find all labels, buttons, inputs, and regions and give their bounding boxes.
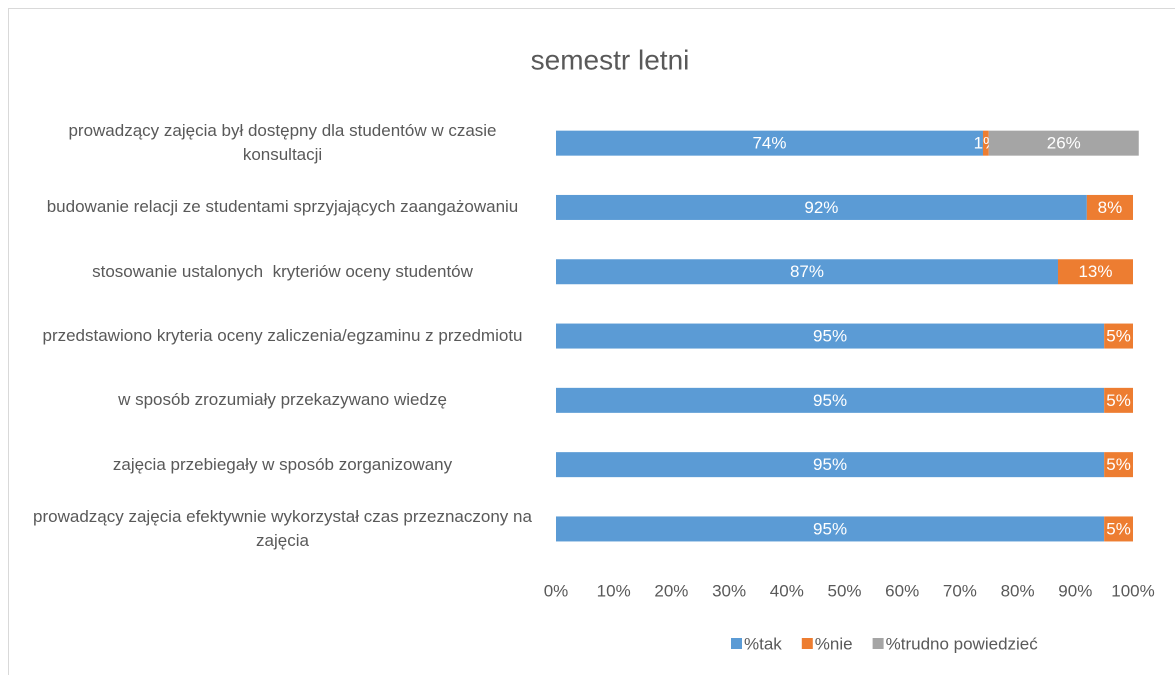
x-tick-label: 10% [597,581,631,600]
legend-swatch [731,638,742,649]
legend-swatch [801,638,813,649]
category-label: prowadzący zajęcia efektywnie wykorzysta… [33,506,537,550]
x-tick-label: 100% [1111,581,1154,600]
data-label: 5% [1106,391,1131,410]
data-label: 95% [813,455,847,474]
category-label: przedstawiono kryteria oceny zaliczenia/… [42,326,523,346]
bar-segment [556,130,983,156]
data-label: 13% [1078,262,1112,281]
chart-frame [8,8,1175,675]
data-label: 74% [752,134,786,153]
bar-segment [556,194,1087,220]
bar-segment [1104,323,1133,349]
x-tick-label: 0% [544,581,569,600]
x-tick-label: 20% [654,581,688,600]
data-label: 8% [1098,198,1123,217]
category-label: budowanie relacji ze studentami sprzyjaj… [46,197,519,217]
data-label: 87% [790,262,824,281]
data-label: 95% [813,519,847,538]
bar-segment [982,130,989,156]
bar-segment [1086,194,1133,220]
bar-segment [1057,259,1133,285]
data-label: 5% [1106,455,1131,474]
legend-swatch [872,638,884,649]
bar-segment [556,452,1105,478]
legend-label: %tak [744,634,782,653]
x-tick-label: 30% [712,581,746,600]
x-tick-label: 90% [1058,581,1092,600]
x-tick-label: 40% [770,581,804,600]
legend-label: %nie [815,634,853,653]
category-label: stosowanie ustalonych kryteriów oceny st… [92,261,473,281]
data-label: 92% [804,198,838,217]
chart-title: semestr letni [531,44,690,75]
bar-segment [556,323,1105,349]
category-label: w sposób zrozumiały przekazywano wiedzę [118,390,447,410]
bar-segment [1104,452,1133,478]
data-label: 5% [1106,327,1131,346]
category-label: zajęcia przebiegały w sposób zorganizowa… [112,454,453,474]
category-label: prowadzący zajęcia był dostępny dla stud… [68,121,502,165]
bar-segment [556,516,1105,542]
x-tick-label: 80% [1001,581,1035,600]
x-tick-label: 60% [885,581,919,600]
bar-segment [556,387,1105,413]
legend-label: %trudno powiedzieć [886,634,1039,653]
data-label: 26% [1047,134,1081,153]
x-tick-label: 70% [943,581,977,600]
data-label: 5% [1106,519,1131,538]
x-tick-label: 50% [827,581,861,600]
bar-segment [1104,516,1133,542]
bar-segment [1104,387,1133,413]
data-label: 95% [813,391,847,410]
bar-segment [988,130,1139,156]
bar-segment [556,259,1058,285]
data-label: 95% [813,327,847,346]
